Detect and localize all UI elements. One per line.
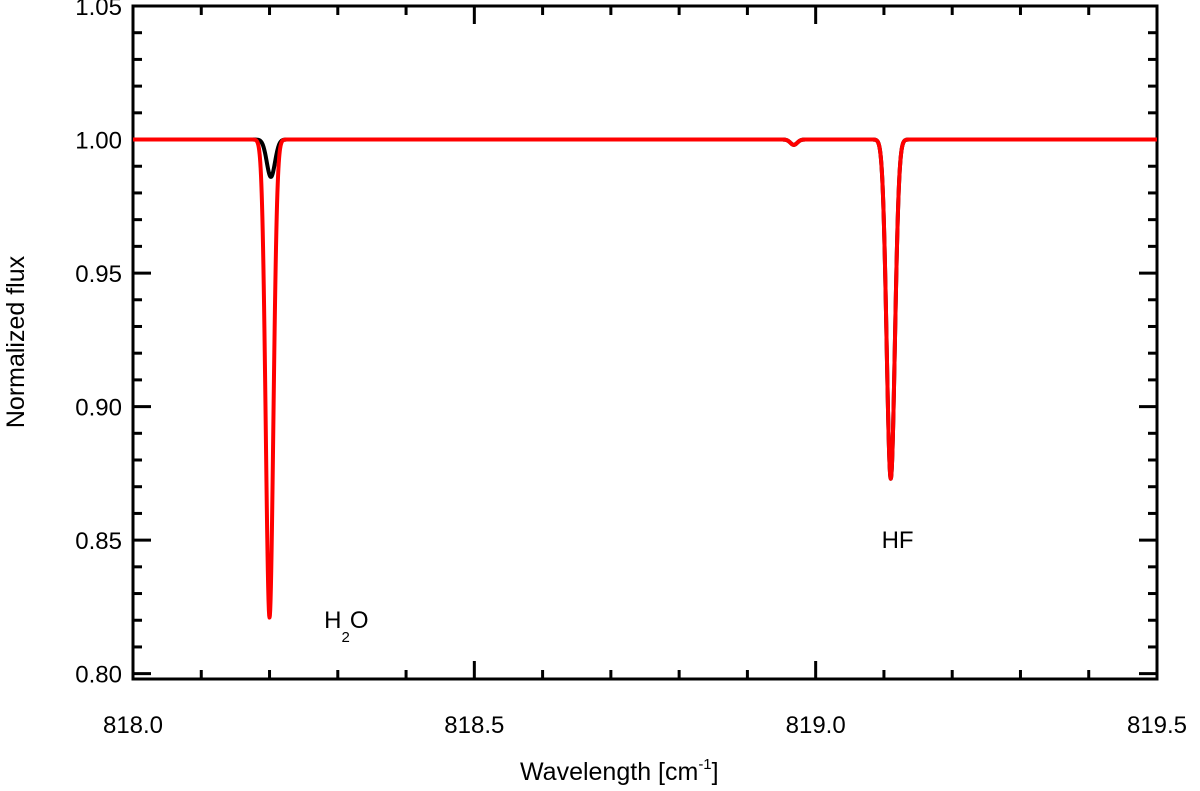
x-tick-label: 819.0 bbox=[786, 712, 846, 739]
series-group bbox=[131, 137, 1159, 620]
series-line-0 bbox=[131, 137, 1159, 481]
x-axis-label-main: Wavelength [cm bbox=[520, 758, 698, 786]
series-line-1 bbox=[131, 137, 1159, 620]
y-tick-label: 1.05 bbox=[75, 0, 122, 21]
x-tick-label: 818.5 bbox=[444, 712, 504, 739]
x-tick-label: 819.5 bbox=[1127, 712, 1187, 739]
x-axis-label-end: ] bbox=[712, 758, 719, 786]
tick-marks bbox=[131, 4, 1159, 679]
hf-annotation: HF bbox=[882, 527, 914, 554]
y-tick-label: 0.85 bbox=[75, 528, 122, 555]
y-tick-label: 0.95 bbox=[75, 261, 122, 288]
x-axis-label: Wavelength [cm-1] bbox=[520, 756, 719, 786]
y-tick-label: 1.00 bbox=[75, 128, 122, 155]
x-tick-label: 818.0 bbox=[103, 712, 163, 739]
x-axis-label-sup: -1 bbox=[698, 756, 711, 773]
tick-labels: 818.0 818.5 819.0 819.5 0.80 0.85 0.90 0.95 1.00… bbox=[75, 0, 1187, 739]
y-tick-label: 0.80 bbox=[75, 662, 122, 689]
plot-frame bbox=[131, 4, 1159, 681]
h2o-annotation: H2O bbox=[324, 607, 368, 646]
h2o-annotation-sub: 2 bbox=[341, 629, 349, 646]
y-axis-label: Normalized flux bbox=[2, 255, 30, 428]
h2o-annotation-h: H bbox=[324, 607, 341, 634]
y-tick-label: 0.90 bbox=[75, 395, 122, 422]
h2o-annotation-o: O bbox=[350, 607, 369, 634]
